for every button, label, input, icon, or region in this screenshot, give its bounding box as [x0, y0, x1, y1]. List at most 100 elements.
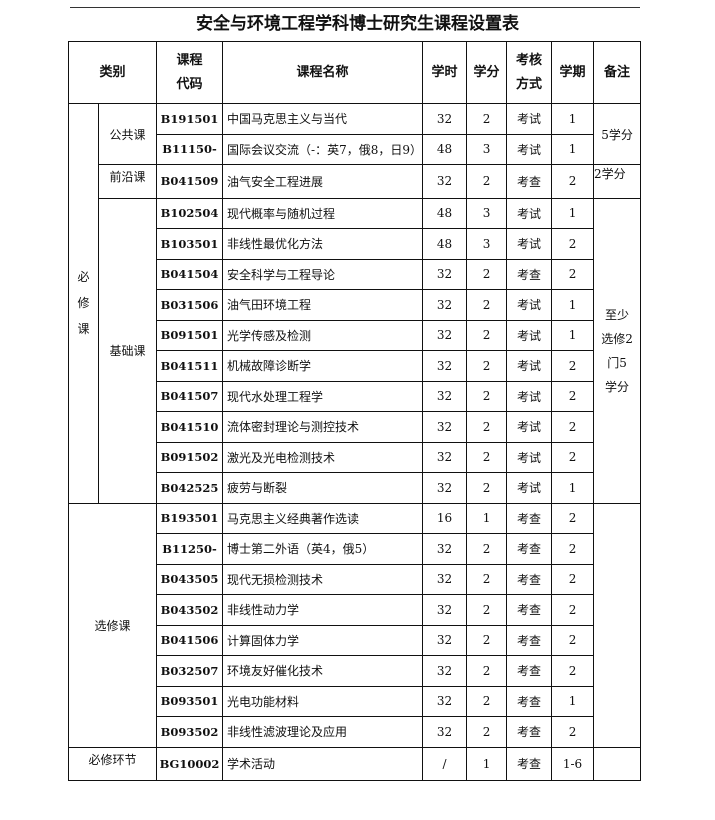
course-credits: 2	[466, 685, 508, 717]
course-name: 油气安全工程进展	[222, 164, 424, 199]
course-term: 2	[551, 228, 595, 260]
course-code: B103501	[156, 228, 224, 260]
course-code: B043502	[156, 594, 224, 626]
course-exam: 考查	[506, 716, 553, 748]
course-hours: 32	[422, 441, 468, 473]
course-credits: 3	[466, 133, 508, 165]
course-hours: 32	[422, 655, 468, 687]
course-name: 环境友好催化技术	[222, 655, 424, 687]
header-row: 类别 课程 代码 课程名称 学时 学分 考核 方式 学期 备注	[67, 41, 642, 104]
course-term: 1-6	[551, 746, 595, 781]
table-row: 必修环节 BG10002 学术活动/1 考查 1-6	[67, 746, 642, 781]
course-credits: 2	[466, 472, 508, 504]
course-term: 1	[551, 197, 595, 229]
course-term: 1	[551, 319, 595, 351]
course-name: 中国马克思主义与当代	[222, 103, 424, 135]
course-credits: 2	[466, 103, 508, 135]
course-name: 非线性最优化方法	[222, 228, 424, 260]
course-term: 2	[551, 655, 595, 687]
course-exam: 考试	[506, 289, 553, 321]
course-credits: 2	[466, 655, 508, 687]
table-row: B032507 环境友好催化技术 32 2 考查 2	[69, 655, 641, 687]
course-name: 学术活动	[222, 746, 424, 781]
course-name: 计算固体力学	[222, 624, 424, 656]
course-exam: 考查	[506, 685, 553, 717]
note-frontier: 2学分	[593, 164, 642, 199]
note-elective	[593, 502, 642, 748]
course-term: 2	[551, 350, 595, 382]
group-public: 公共课	[97, 103, 158, 165]
course-term: 2	[551, 380, 595, 412]
course-exam: 考查	[506, 746, 553, 781]
course-name: 国际会议交流（-：英7，俄8，日9）	[222, 133, 424, 165]
header-hours: 学时	[422, 41, 468, 104]
table-row: B041504 安全科学与工程导论 32 2 考查 2	[69, 258, 641, 290]
top-rule	[70, 7, 640, 8]
group-elective: 选修课	[67, 502, 158, 748]
table-row: B091501 光学传感及检测 32 2 考试 1	[69, 319, 641, 351]
course-code: B093502	[156, 716, 224, 748]
table-row: 前沿课 B041509 油气安全工程进展 32 2 考查 2 2学分	[69, 164, 642, 199]
header-name: 课程名称	[222, 41, 424, 104]
course-exam: 考查	[506, 655, 553, 687]
course-code: B041507	[156, 380, 224, 412]
table-row: B11150- 国际会议交流（-：英7，俄8，日9） 48 3 考试 1	[69, 133, 641, 165]
header-exam: 考核 方式	[506, 41, 553, 104]
course-credits: 2	[466, 380, 508, 412]
course-hours: 32	[422, 319, 468, 351]
course-exam: 考试	[506, 411, 553, 443]
course-term: 1	[551, 685, 595, 717]
course-name: 激光及光电检测技术	[222, 441, 424, 473]
course-code: B031506	[156, 289, 224, 321]
course-name: 光电功能材料	[222, 685, 424, 717]
course-credits: 2	[466, 563, 508, 595]
table-row: B103501 非线性最优化方法 48 3 考试 2	[69, 228, 641, 260]
course-credits: 3	[466, 197, 508, 229]
course-term: 2	[551, 258, 595, 290]
course-credits: 2	[466, 594, 508, 626]
table-row: B041507 现代水处理工程学 32 2 考试 2	[69, 380, 641, 412]
course-credits: 2	[466, 258, 508, 290]
course-credits: 2	[466, 624, 508, 656]
course-credits: 2	[466, 319, 508, 351]
header-category: 类别	[67, 41, 158, 104]
course-name: 非线性滤波理论及应用	[222, 716, 424, 748]
course-name: 流体密封理论与测控技术	[222, 411, 424, 443]
course-term: 1	[551, 133, 595, 165]
course-exam: 考试	[506, 350, 553, 382]
course-exam: 考查	[506, 624, 553, 656]
course-hours: 32	[422, 258, 468, 290]
course-code: B191501	[156, 103, 224, 135]
course-hours: 32	[422, 624, 468, 656]
course-code: B11150-	[156, 133, 224, 165]
table-row: B043502 非线性动力学 32 2 考查 2	[69, 594, 641, 626]
group-frontier: 前沿课	[97, 164, 158, 199]
note-basic: 至少 选修2 门5 学分	[593, 197, 642, 504]
course-hours: /	[422, 746, 468, 781]
course-exam: 考查	[506, 164, 553, 199]
course-term: 2	[551, 441, 595, 473]
course-hours: 32	[422, 533, 468, 565]
course-exam: 考查	[506, 563, 553, 595]
course-name: 现代水处理工程学	[222, 380, 424, 412]
course-term: 2	[551, 624, 595, 656]
course-term: 1	[551, 103, 595, 135]
course-code: B032507	[156, 655, 224, 687]
course-code: B11250-	[156, 533, 224, 565]
note-link	[593, 746, 642, 781]
course-exam: 考查	[506, 258, 553, 290]
course-name: 安全科学与工程导论	[222, 258, 424, 290]
course-exam: 考查	[506, 594, 553, 626]
course-table: 类别 课程 代码 课程名称 学时 学分 考核 方式 学期 备注 必修课公共课 B191…	[67, 41, 642, 781]
course-name: 马克思主义经典著作选读	[222, 502, 424, 534]
course-exam: 考试	[506, 441, 553, 473]
course-exam: 考试	[506, 197, 553, 229]
course-hours: 16	[422, 502, 468, 534]
course-code: B041509	[156, 164, 224, 199]
header-notes: 备注	[593, 41, 642, 104]
course-code: B091501	[156, 319, 224, 351]
course-name: 油气田环境工程	[222, 289, 424, 321]
course-term: 2	[551, 594, 595, 626]
course-term: 2	[551, 164, 595, 199]
group-required: 必修课	[68, 103, 99, 504]
